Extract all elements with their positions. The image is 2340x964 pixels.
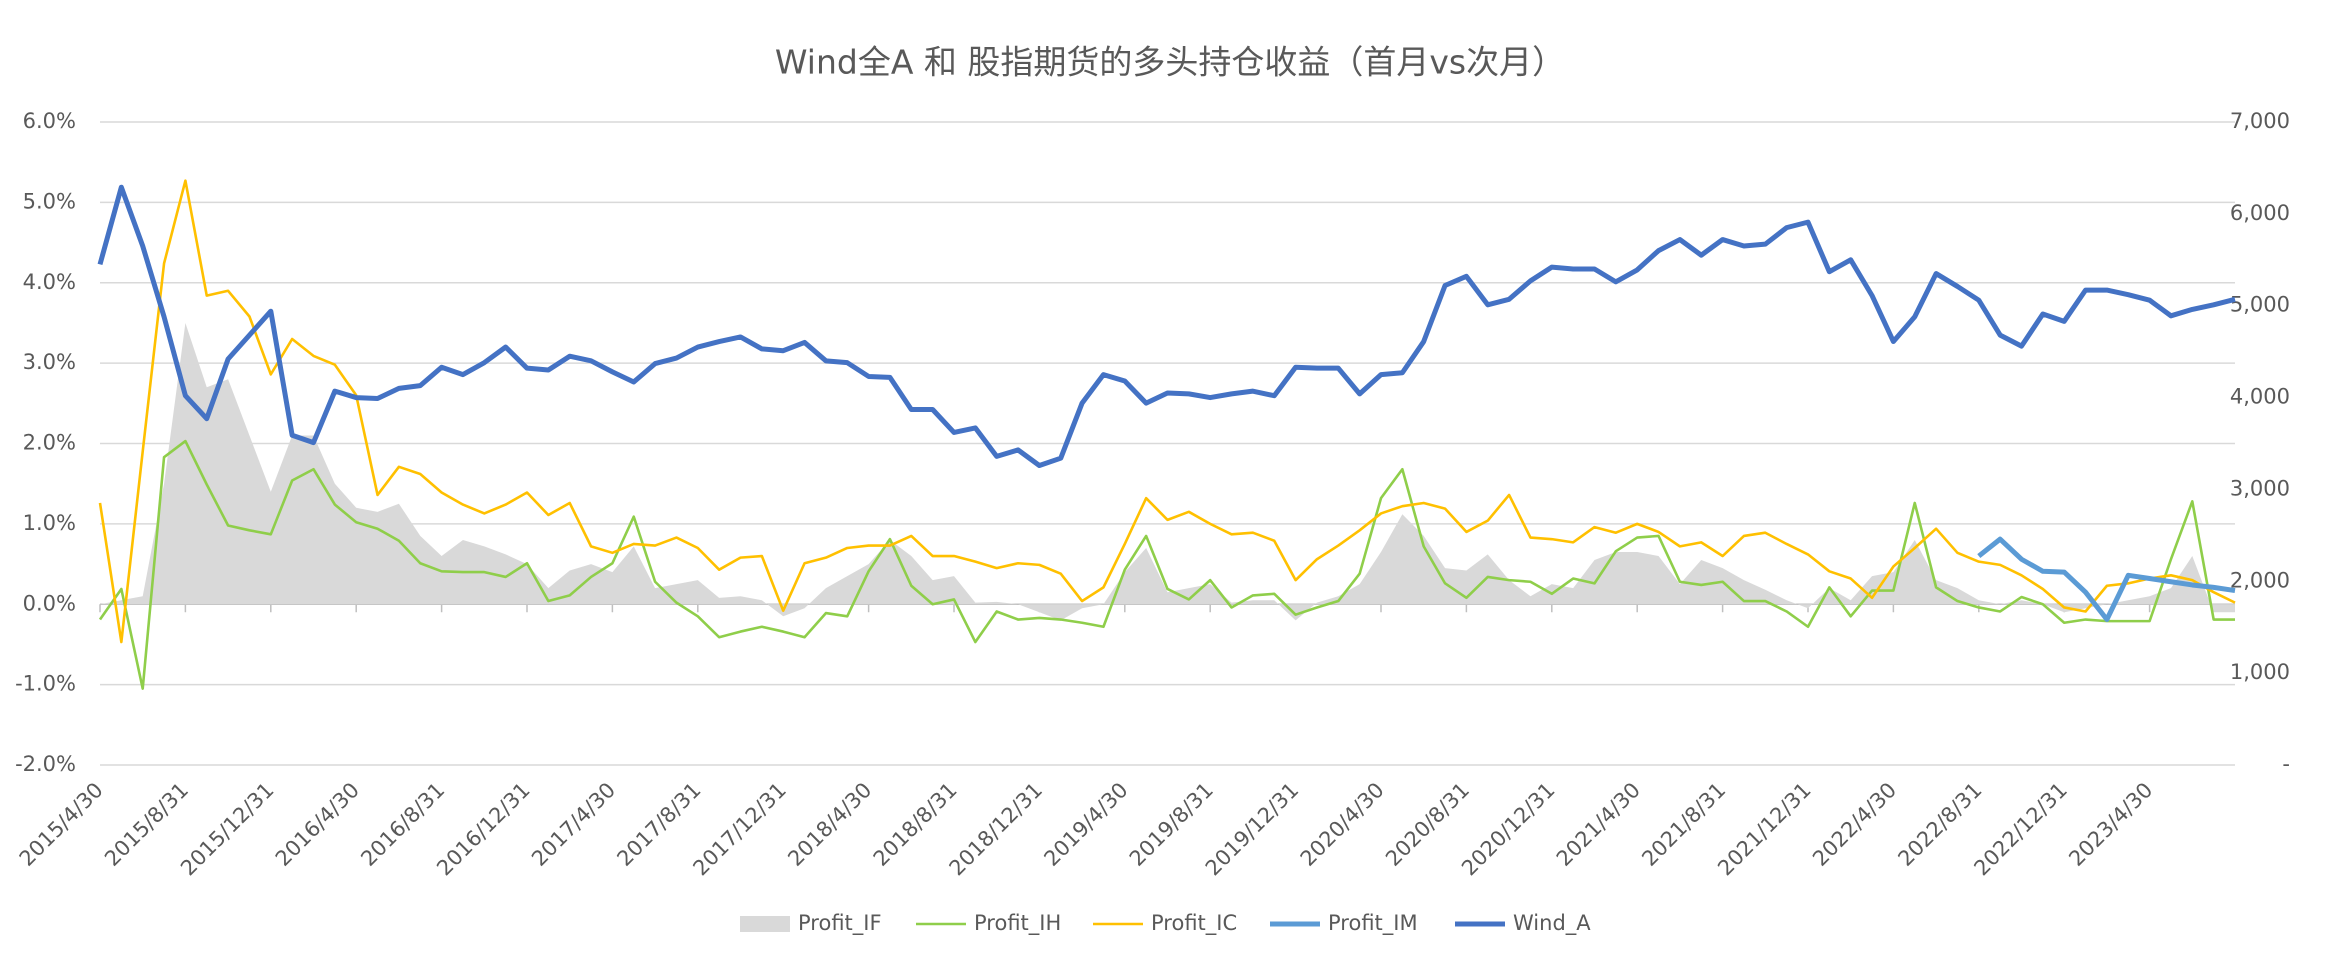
x-tick-label: 2016/4/30 xyxy=(271,778,364,871)
x-tick-label: 2017/8/31 xyxy=(612,778,705,871)
y-tick-label: -1.0% xyxy=(15,672,76,696)
x-tick-label: 2015/8/31 xyxy=(100,778,193,871)
y2-tick-label: 7,000 xyxy=(2230,109,2290,133)
x-tick-label: 2015/4/30 xyxy=(15,778,108,871)
x-tick-label: 2021/4/30 xyxy=(1552,778,1645,871)
x-tick-label: 2019/8/31 xyxy=(1125,778,1218,871)
legend-label: Profit_IM xyxy=(1328,911,1418,936)
y2-tick-label: 2,000 xyxy=(2230,568,2290,592)
y-tick-label: 3.0% xyxy=(23,350,76,374)
x-tick-label: 2021/8/31 xyxy=(1637,778,1730,871)
chart-title: Wind全A 和 股指期货的多头持仓收益（首月vs次月） xyxy=(775,43,1565,82)
y-tick-label: 6.0% xyxy=(23,109,76,133)
x-tick-label: 2019/4/30 xyxy=(1039,778,1132,871)
y2-tick-label: 1,000 xyxy=(2230,660,2290,684)
area xyxy=(100,322,2235,621)
y2-tick-label: 3,000 xyxy=(2230,476,2290,500)
legend-swatch xyxy=(740,916,790,932)
y-tick-label: 2.0% xyxy=(23,431,76,455)
y-tick-label: 1.0% xyxy=(23,511,76,535)
legend-label: Profit_IF xyxy=(798,911,882,936)
x-tick-label: 2023/4/30 xyxy=(2064,778,2157,871)
x-tick-label: 2017/4/30 xyxy=(527,778,620,871)
y-tick-label: 0.0% xyxy=(23,591,76,615)
x-tick-label: 2016/8/31 xyxy=(356,778,449,871)
line xyxy=(97,184,2236,469)
y-tick-label: -2.0% xyxy=(15,752,76,776)
x-tick-label: 2022/8/31 xyxy=(1893,778,1986,871)
y2-tick-label: 4,000 xyxy=(2230,385,2290,409)
x-tick-label: 2020/4/30 xyxy=(1296,778,1389,871)
y2-tick-label: - xyxy=(2282,752,2290,776)
y2-tick-label: 5,000 xyxy=(2230,293,2290,317)
y-tick-label: 4.0% xyxy=(23,270,76,294)
legend-label: Profit_IH xyxy=(974,911,1061,936)
legend-label: Profit_IC xyxy=(1151,911,1237,936)
legend-label: Wind_A xyxy=(1513,911,1591,936)
y-tick-label: 5.0% xyxy=(23,189,76,213)
x-tick-label: 2020/8/31 xyxy=(1381,778,1474,871)
x-tick-label: 2018/8/31 xyxy=(869,778,962,871)
x-tick-label: 2022/4/30 xyxy=(1808,778,1901,871)
line xyxy=(98,439,2235,690)
line xyxy=(1977,536,2236,623)
x-tick-label: 2018/4/30 xyxy=(783,778,876,871)
line xyxy=(98,179,2236,644)
y2-tick-label: 6,000 xyxy=(2230,201,2290,225)
